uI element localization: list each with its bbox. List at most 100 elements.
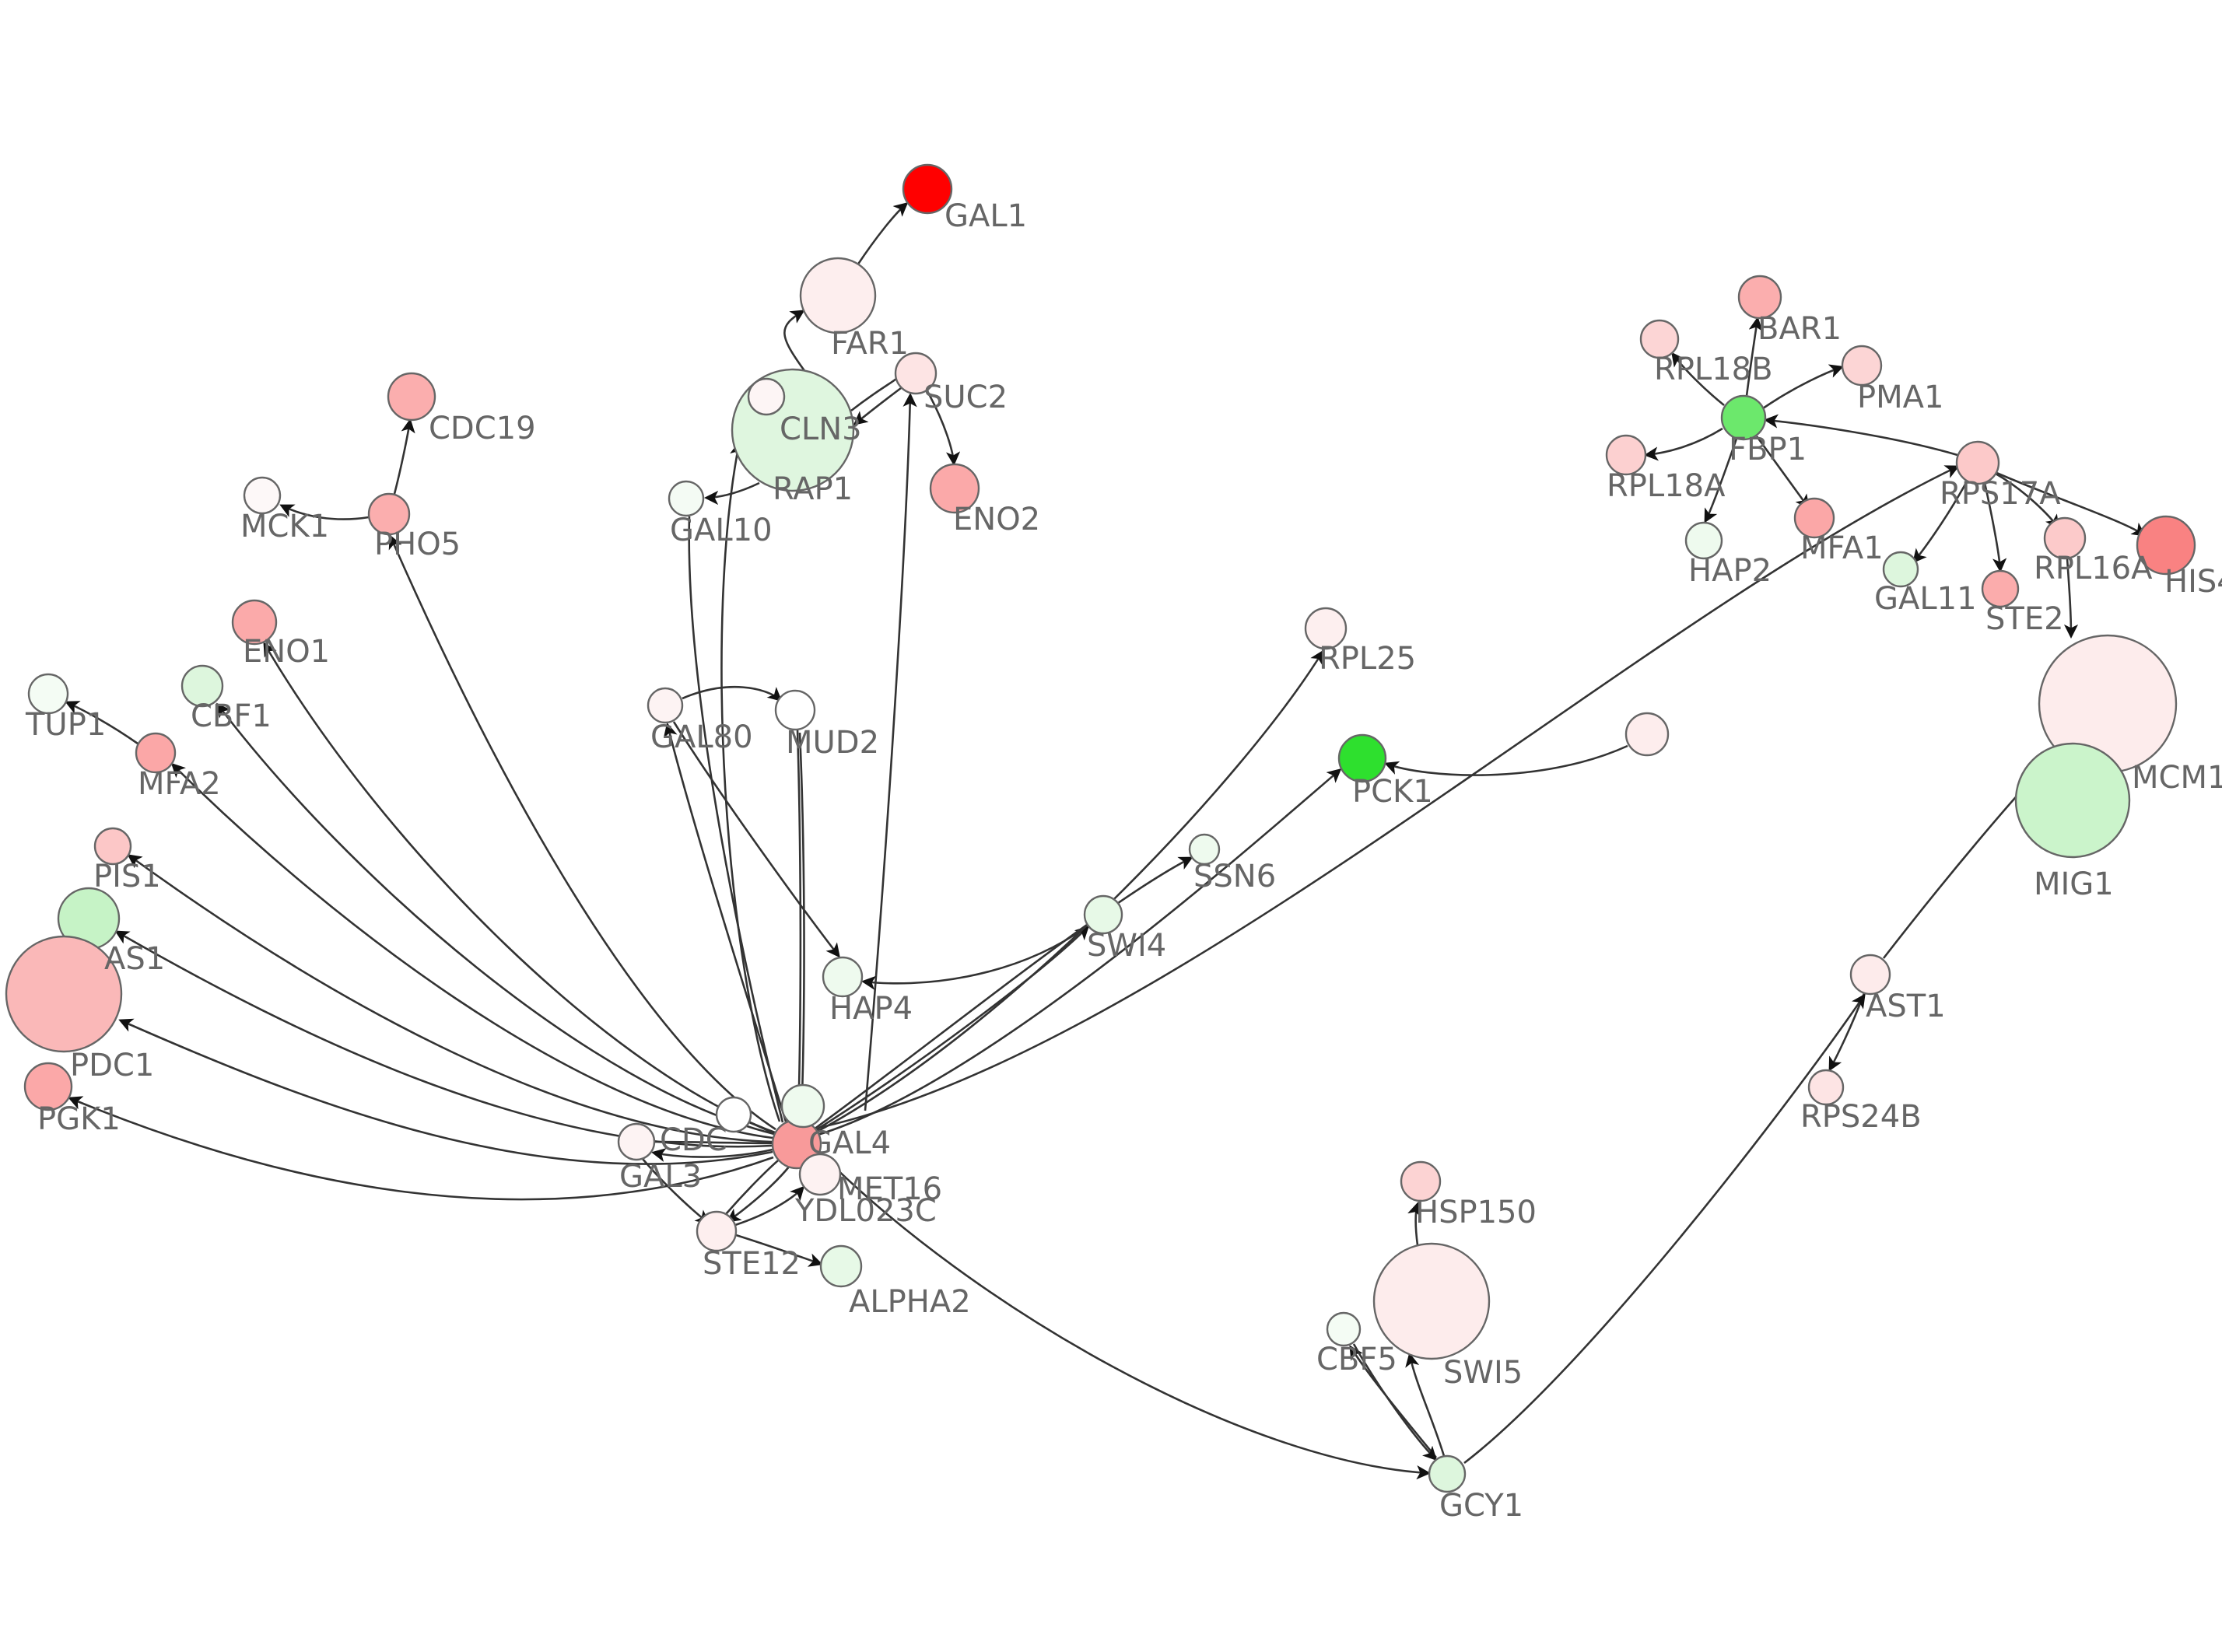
edge-GAL80-to-HAP4 [672,721,840,958]
node-label-CDC19: CDC19 [429,411,536,446]
node-HIS4[interactable] [2136,515,2196,576]
node-label-GCY1: GCY1 [1439,1488,1523,1524]
edge-GAL10-to-GAL4 [688,516,784,1123]
node-GAL1[interactable] [902,163,953,215]
node-label-CBF1: CBF1 [191,698,272,734]
node-label-GAL11: GAL11 [1874,581,1977,617]
node-MET16[interactable] [780,1083,825,1129]
node-BAR1[interactable] [1737,275,1782,320]
edge-GAL4-to-STE12 [726,1165,791,1223]
node-GAL80[interactable] [647,687,684,724]
node-GAL10[interactable] [668,480,705,517]
node-GAL11[interactable] [1882,551,1919,588]
node-label-GAL10: GAL10 [670,513,773,548]
edge-GAL4-to-CLN3 [720,441,781,1122]
node-label-HIS4: HIS4 [2164,564,2222,600]
edge-RPL25B-to-PCK1 [1384,744,1628,776]
node-PIS1[interactable] [93,827,132,866]
node-PMA1[interactable] [1841,345,1883,387]
node-label-RPS17A: RPS17A [1940,476,2061,512]
node-TUP1[interactable] [27,673,69,715]
node-label-ENO1: ENO1 [243,634,330,670]
edge-STE12-to-YDL023C [734,1185,805,1227]
node-label-RAP1: RAP1 [773,471,853,507]
node-MIG1[interactable] [2014,742,2131,859]
node-CBF5[interactable] [1326,1311,1362,1347]
node-CDC39[interactable] [715,1096,752,1133]
edge-GAL4-to-PDC1 [118,1018,773,1165]
node-ALPHA2[interactable] [819,1244,863,1288]
node-ENO2[interactable] [929,463,980,514]
node-MFA2[interactable] [135,732,177,774]
edge-RAP1-to-SUC2 [864,392,917,1111]
node-RPL18A[interactable] [1605,434,1647,476]
edge-GAL4-to-ENO1 [263,642,776,1134]
node-HSP150[interactable] [1400,1160,1442,1202]
node-MFA1[interactable] [1793,497,1835,539]
edge-GAL4-to-GAL80 [663,723,787,1122]
node-label-ALPHA2: ALPHA2 [849,1284,971,1320]
node-ENO1[interactable] [231,599,278,646]
node-label-PHO5: PHO5 [374,527,461,562]
edge-RPS17A-to-STE2 [1983,482,2007,573]
node-label-ENO2: ENO2 [953,502,1040,537]
node-RPL25[interactable] [1304,607,1348,650]
edge-GAL4-to-MFA2 [170,762,773,1139]
edge-GAL4-to-PCK1 [815,768,1342,1137]
edge-SUC2-to-ENO2 [926,390,961,467]
edge-FBP1-to-RPL18A [1643,427,1723,461]
node-HAP4[interactable] [822,956,864,998]
node-YDL023C[interactable] [798,1153,842,1196]
node-PHO5[interactable] [367,492,411,536]
node-STE12[interactable] [696,1210,738,1252]
node-AST1[interactable] [1849,954,1891,996]
edge-FBP1-to-PMA1 [1762,364,1844,410]
node-label-MCM1: MCM1 [2132,760,2222,796]
node-SWI4[interactable] [1083,894,1123,935]
node-CDC19[interactable] [387,372,436,422]
edge-FBP1-to-HAP2 [1704,438,1738,523]
node-RAP1[interactable] [747,377,786,416]
node-label-PCK1: PCK1 [1352,774,1433,810]
node-label-STE12: STE12 [703,1246,801,1282]
node-label-MFA1: MFA1 [1800,530,1884,566]
edge-GAL4-to-RPS17A [818,465,1960,1129]
node-STE2[interactable] [1981,569,2020,608]
node-label-BAR1: BAR1 [1758,311,1842,347]
edge-SWI4-to-HAP4 [860,926,1087,990]
node-GCY1[interactable] [1428,1454,1467,1493]
node-RPL18B[interactable] [1639,319,1680,359]
node-RPL25B[interactable] [1624,712,1670,757]
edge-STE12-to-ALPHA2 [735,1234,823,1267]
node-CBF1[interactable] [180,664,224,708]
edge-FBP1-to-BAR1 [1745,317,1763,397]
node-SUC2[interactable] [894,352,938,395]
node-label-HAP2: HAP2 [1688,553,1772,589]
node-RPS24B[interactable] [1807,1069,1845,1106]
node-RPL16A[interactable] [2043,516,2087,560]
node-label-PIS1: PIS1 [93,859,161,894]
node-label-RPL18A: RPL18A [1607,468,1726,504]
node-label-YDL023C: YDL023C [794,1193,937,1229]
edge-GCY1-to-SWI5 [1405,1353,1446,1457]
edge-GAL4-to-GAS1 [114,930,773,1148]
node-FBP1[interactable] [1720,394,1767,441]
edge-GAL3-to-GAL4 [654,1140,773,1145]
node-PGK1[interactable] [23,1062,73,1111]
node-label-GAL3: GAL3 [619,1159,702,1195]
node-HAP2[interactable] [1684,521,1723,560]
edge-GAL4-to-PIS1 [127,854,773,1143]
node-GAL3[interactable] [617,1122,656,1161]
node-MCK1[interactable] [243,476,282,515]
node-PCK1[interactable] [1337,733,1387,783]
node-RPS17A[interactable] [1955,440,2000,485]
node-SSN6[interactable] [1188,833,1221,866]
node-FAR1[interactable] [799,257,877,334]
edge-GAL4-to-MUD2 [798,732,805,1121]
node-PDC1[interactable] [5,935,123,1053]
node-label-GAL4: GAL4 [808,1125,891,1161]
node-SWI5[interactable] [1372,1242,1491,1360]
node-MUD2[interactable] [774,689,816,731]
